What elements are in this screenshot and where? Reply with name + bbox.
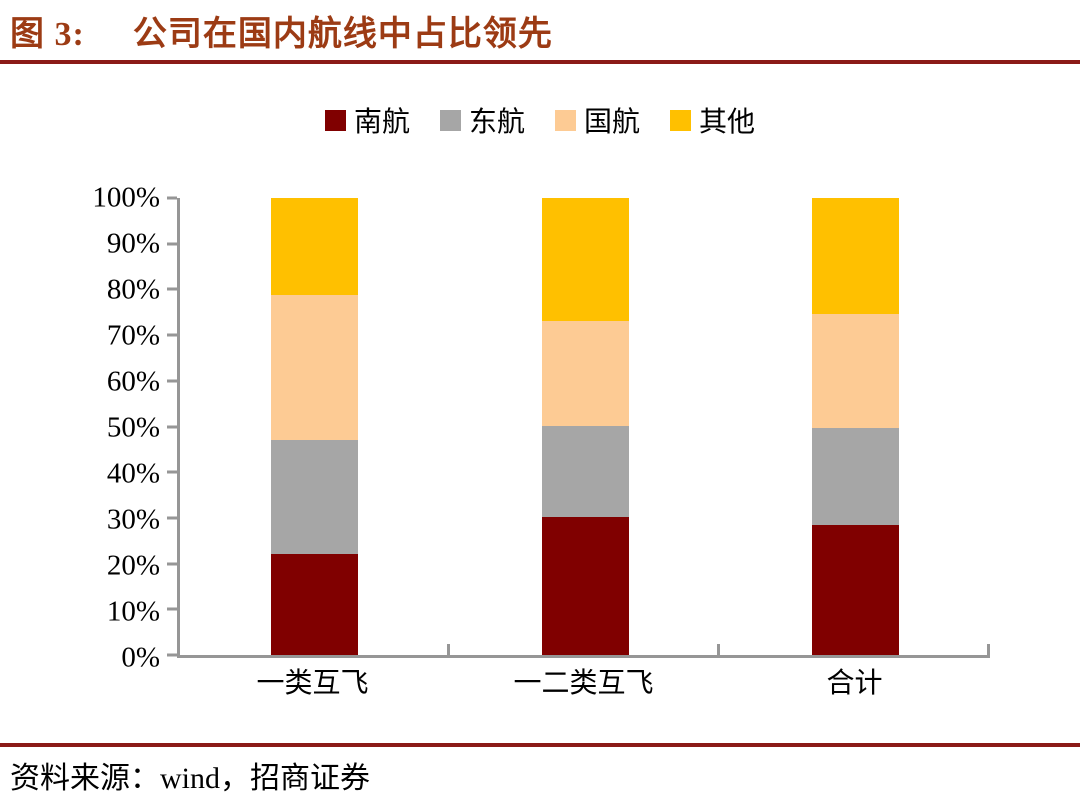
figure-number: 图 3: <box>10 16 85 53</box>
bar-segment-s3 <box>541 320 629 426</box>
bar-segment-s1 <box>811 524 899 655</box>
title-divider <box>0 60 1080 64</box>
y-axis-tick <box>167 196 177 200</box>
y-axis-tick <box>167 470 177 474</box>
legend-swatch <box>439 109 461 131</box>
y-axis-label: 40% <box>106 457 160 490</box>
footer-divider <box>0 743 1080 747</box>
y-axis-label: 90% <box>106 227 160 260</box>
bar-segment-s2 <box>271 439 359 555</box>
bar-column-3 <box>811 198 899 655</box>
y-axis-tick <box>167 607 177 611</box>
legend-label: 南航 <box>353 107 410 138</box>
chart-legend: 南航 东航 国航 其他 <box>0 100 1080 140</box>
x-axis-label: 合计 <box>826 668 883 699</box>
y-axis-label: 20% <box>106 549 160 582</box>
bar-segment-s3 <box>271 295 359 440</box>
bar-segment-s2 <box>811 427 899 525</box>
bar-column-1 <box>271 198 359 655</box>
y-axis-labels: 0% 10% 20% 30% 40% 50% 60% 70% 80% 90% 100% <box>0 183 160 672</box>
legend-swatch <box>670 109 692 131</box>
legend-label: 国航 <box>584 107 641 138</box>
legend-item-4: 其他 <box>670 100 755 140</box>
y-axis-label: 10% <box>106 595 160 628</box>
y-axis-label: 100% <box>92 181 160 214</box>
y-axis-label: 60% <box>106 365 160 398</box>
bar-segment-s1 <box>541 516 629 655</box>
bar-segment-s4 <box>541 198 629 321</box>
figure-title: 图 3: 公司在国内航线中占比领先 <box>10 6 553 55</box>
legend-item-3: 国航 <box>555 100 640 140</box>
bar-segment-s4 <box>271 198 359 296</box>
x-axis-label: 一二类互飞 <box>513 668 654 699</box>
y-axis-tick <box>167 333 177 337</box>
legend-label: 其他 <box>699 107 756 138</box>
x-axis-tick <box>987 644 990 655</box>
plot-area <box>167 196 990 658</box>
bar-segment-s2 <box>541 425 629 517</box>
y-axis-tick <box>167 516 177 520</box>
y-axis-tick <box>167 242 177 246</box>
x-axis-labels: 一类互飞 一二类互飞 合计 <box>177 670 990 710</box>
bar-segment-s4 <box>811 198 899 315</box>
x-axis-label: 一类互飞 <box>256 668 369 699</box>
bar-segment-s1 <box>271 554 359 655</box>
legend-item-2: 东航 <box>439 100 525 140</box>
y-axis-label: 0% <box>121 641 160 674</box>
legend-swatch <box>555 109 576 131</box>
legend-swatch <box>324 109 346 131</box>
y-axis-label: 80% <box>106 273 160 306</box>
y-axis-tick <box>167 425 177 428</box>
x-axis-tick <box>446 644 450 655</box>
y-axis-tick <box>167 287 177 291</box>
y-axis-label: 70% <box>106 319 160 352</box>
y-axis-label: 50% <box>106 411 160 444</box>
bar-column-2 <box>541 198 629 655</box>
y-axis-tick <box>167 653 177 657</box>
y-axis-tick <box>167 562 177 566</box>
figure-title-text: 公司在国内航线中占比领先 <box>132 16 553 53</box>
legend-label: 东航 <box>468 107 525 138</box>
source-note: 资料来源：wind，招商证券 <box>10 762 370 795</box>
bar-segment-s3 <box>811 314 899 428</box>
y-axis-label: 30% <box>106 503 160 536</box>
y-axis-tick <box>167 379 177 383</box>
x-axis-tick <box>716 644 720 655</box>
legend-item-1: 南航 <box>324 100 410 140</box>
